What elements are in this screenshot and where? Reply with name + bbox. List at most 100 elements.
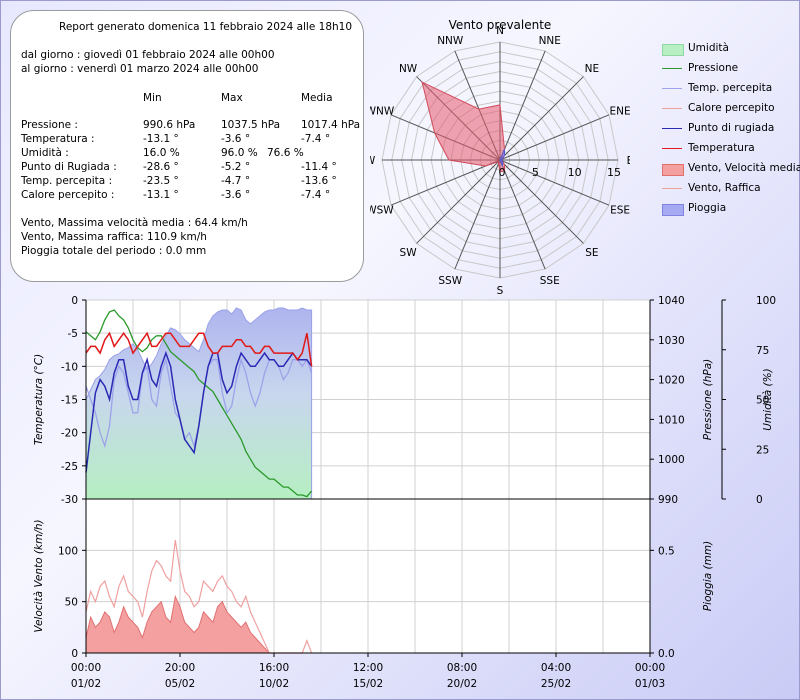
legend-item: Punto di rugiada [660, 122, 800, 136]
y3-tick-label: 75 [756, 345, 769, 357]
legend-label: Umidità [688, 42, 729, 54]
row-avg: -7.4 ° [301, 133, 331, 145]
legend-item: Vento, Raffica [660, 182, 800, 196]
row-max: 96.0 % [221, 147, 258, 159]
legend-swatch [662, 44, 684, 56]
header-max: Max [221, 92, 243, 104]
y-tick-label: -30 [61, 494, 78, 506]
y2-tick-label: 1000 [658, 454, 685, 466]
x-tick-time: 08:00 [447, 662, 477, 674]
rose-series-rain [498, 148, 505, 168]
rose-radial-tick: 10 [568, 166, 582, 179]
rose-direction-label: SW [400, 247, 418, 259]
rose-direction-label: NNW [437, 35, 464, 47]
x-tick-time: 04:00 [541, 662, 571, 674]
legend-item: Pioggia [660, 202, 800, 216]
x-tick-date: 05/02 [165, 678, 195, 690]
y2-tick-label: 1010 [658, 414, 685, 426]
x-tick-time: 20:00 [165, 662, 195, 674]
y3-tick-label: 50 [756, 395, 769, 407]
rose-direction-label: SSE [540, 275, 560, 287]
legend-label: Vento, Velocità media [688, 162, 800, 174]
x-tick-date: 01/03 [635, 678, 665, 690]
row-label: Temperatura : [21, 133, 95, 145]
row-min: -23.5 ° [143, 175, 179, 187]
y-tick-label: -10 [61, 361, 78, 373]
legend-item: Calore percepito [660, 102, 800, 116]
rose-direction-label: NNE [539, 35, 561, 47]
legend-swatch [662, 128, 682, 129]
legend-item: Temperatura [660, 142, 800, 156]
y2-tick-label: 1040 [658, 296, 685, 307]
report-panel: Report generato domenica 11 febbraio 202… [10, 10, 364, 282]
y3-tick-label: 25 [756, 444, 769, 456]
rose-spoke [499, 76, 584, 161]
x-tick-date: 10/02 [259, 678, 289, 690]
row-min: -13.1 ° [143, 133, 179, 145]
rose-radial-tick: 5 [532, 166, 539, 179]
rain-tick-label: 0.0 [658, 648, 675, 660]
x-tick-date: 25/02 [541, 678, 571, 690]
report-to-line: al giorno : venerdì 01 marzo 2024 alle 0… [21, 63, 259, 75]
legend-swatch [662, 108, 682, 109]
legend-item: Temp. percepita [660, 82, 800, 96]
rose-direction-label: NE [585, 63, 600, 75]
x-tick-time: 00:00 [71, 662, 101, 674]
rose-series-wind [421, 81, 505, 173]
rose-direction-label: ENE [610, 105, 630, 117]
header-avg: Media [301, 92, 333, 104]
rose-spoke [499, 114, 610, 161]
legend-swatch [662, 68, 682, 69]
rose-direction-label: WNW [370, 105, 395, 117]
y-axis-title-rain: Pioggia (mm) [702, 541, 714, 611]
rose-direction-label: SE [585, 247, 598, 259]
rose-direction-label: S [497, 285, 504, 297]
legend-swatch [662, 148, 682, 149]
row-min: 16.0 % [143, 147, 180, 159]
series-pressione [85, 309, 313, 498]
row-label: Umidità : [21, 147, 69, 159]
y3-tick-label: 100 [756, 296, 776, 307]
legend-label: Punto di rugiada [688, 122, 775, 134]
series-umidita [85, 307, 313, 500]
y-axis-title-wind: Velocità Vento (km/h) [33, 519, 45, 632]
x-tick-date: 15/02 [353, 678, 383, 690]
wind-max-gust: Vento, Massima raffica: 110.9 km/h [21, 231, 207, 243]
y3-tick-label: 0 [756, 494, 763, 506]
x-tick-time: 12:00 [353, 662, 383, 674]
y-tick-label: -5 [68, 328, 78, 340]
rose-spoke [499, 159, 610, 206]
rose-direction-label: N [496, 25, 504, 37]
x-tick-date: 01/02 [71, 678, 101, 690]
wind-tick-label: 100 [58, 545, 78, 557]
y-tick-label: -20 [61, 428, 78, 440]
rose-spoke [499, 159, 546, 270]
legend-item: Umidità [660, 42, 800, 56]
row-min: 990.6 hPa [143, 119, 196, 131]
row-avg: -13.6 ° [301, 175, 337, 187]
header-min: Min [143, 92, 162, 104]
legend-item: Pressione [660, 62, 800, 76]
row-avg: -11.4 ° [301, 161, 337, 173]
wind-tick-label: 0 [71, 648, 78, 660]
legend-item: Vento, Velocità media [660, 162, 800, 176]
report-generated-line: Report generato domenica 11 febbraio 202… [59, 21, 353, 33]
rain-total: Pioggia totale del periodo : 0.0 mm [21, 245, 207, 257]
y-tick-label: -25 [61, 461, 78, 473]
y-axis-title-temperature: Temperatura (°C) [33, 354, 45, 445]
report-from-line: dal giorno : giovedì 01 febbraio 2024 al… [21, 49, 275, 61]
rose-spoke [390, 159, 501, 206]
y2-tick-label: 990 [658, 494, 678, 506]
rose-spoke [499, 50, 546, 161]
legend-label: Pioggia [688, 202, 727, 214]
legend-swatch [662, 164, 684, 176]
legend-label: Calore percepito [688, 102, 775, 114]
x-tick-date: 20/02 [447, 678, 477, 690]
rain-tick-label: 0.5 [658, 545, 675, 557]
x-tick-time: 00:00 [635, 662, 665, 674]
legend-swatch [662, 188, 682, 189]
rose-direction-label: W [370, 155, 376, 167]
row-avg: 1017.4 hPa [301, 119, 361, 131]
y2-tick-label: 1020 [658, 375, 685, 387]
wind-rose-chart: Vento prevalente 051015NNNENEENEEESESESS… [370, 18, 630, 297]
